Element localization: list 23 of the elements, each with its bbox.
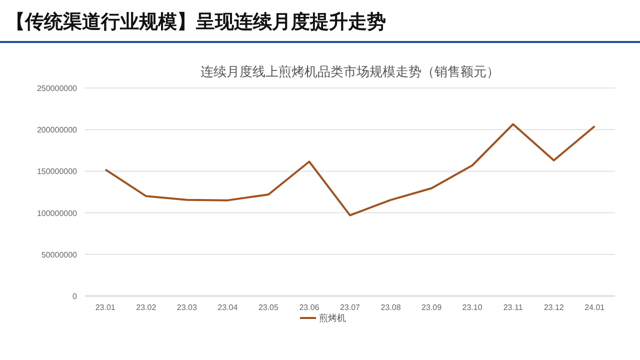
x-tick-label: 23.09: [422, 303, 442, 312]
x-tick-label: 23.01: [95, 303, 116, 312]
line-series: [104, 123, 596, 216]
y-tick-label: 0: [72, 292, 78, 301]
chart-title: 【传统渠道行业规模】呈现连续月度提升走势: [6, 11, 386, 33]
y-tick-label: 50000000: [41, 250, 78, 260]
x-tick-label: 23.11: [503, 303, 524, 312]
x-tick-label: 24.01: [584, 303, 606, 312]
legend-label: 煎烤机: [319, 313, 346, 323]
y-tick-label: 200000000: [36, 126, 78, 135]
x-tick-label: 23.05: [258, 303, 280, 312]
x-tick-label: 23.03: [176, 303, 198, 312]
x-tick-label: 23.02: [136, 303, 157, 312]
y-tick-label: 100000000: [36, 208, 78, 218]
x-tick-label: 23.08: [380, 303, 402, 312]
x-tick-label: 23.12: [544, 303, 564, 312]
y-tick-label: 150000000: [36, 167, 78, 176]
x-tick-label: 23.06: [299, 303, 320, 312]
y-tick-label: 250000000: [36, 84, 78, 93]
x-tick-label: 23.10: [462, 303, 483, 312]
x-tick-label: 23.07: [340, 303, 361, 312]
x-tick-label: 23.04: [218, 303, 238, 312]
chart-subtitle: 连续月度线上煎烤机品类市场规模走势（销售额元）: [200, 64, 500, 79]
